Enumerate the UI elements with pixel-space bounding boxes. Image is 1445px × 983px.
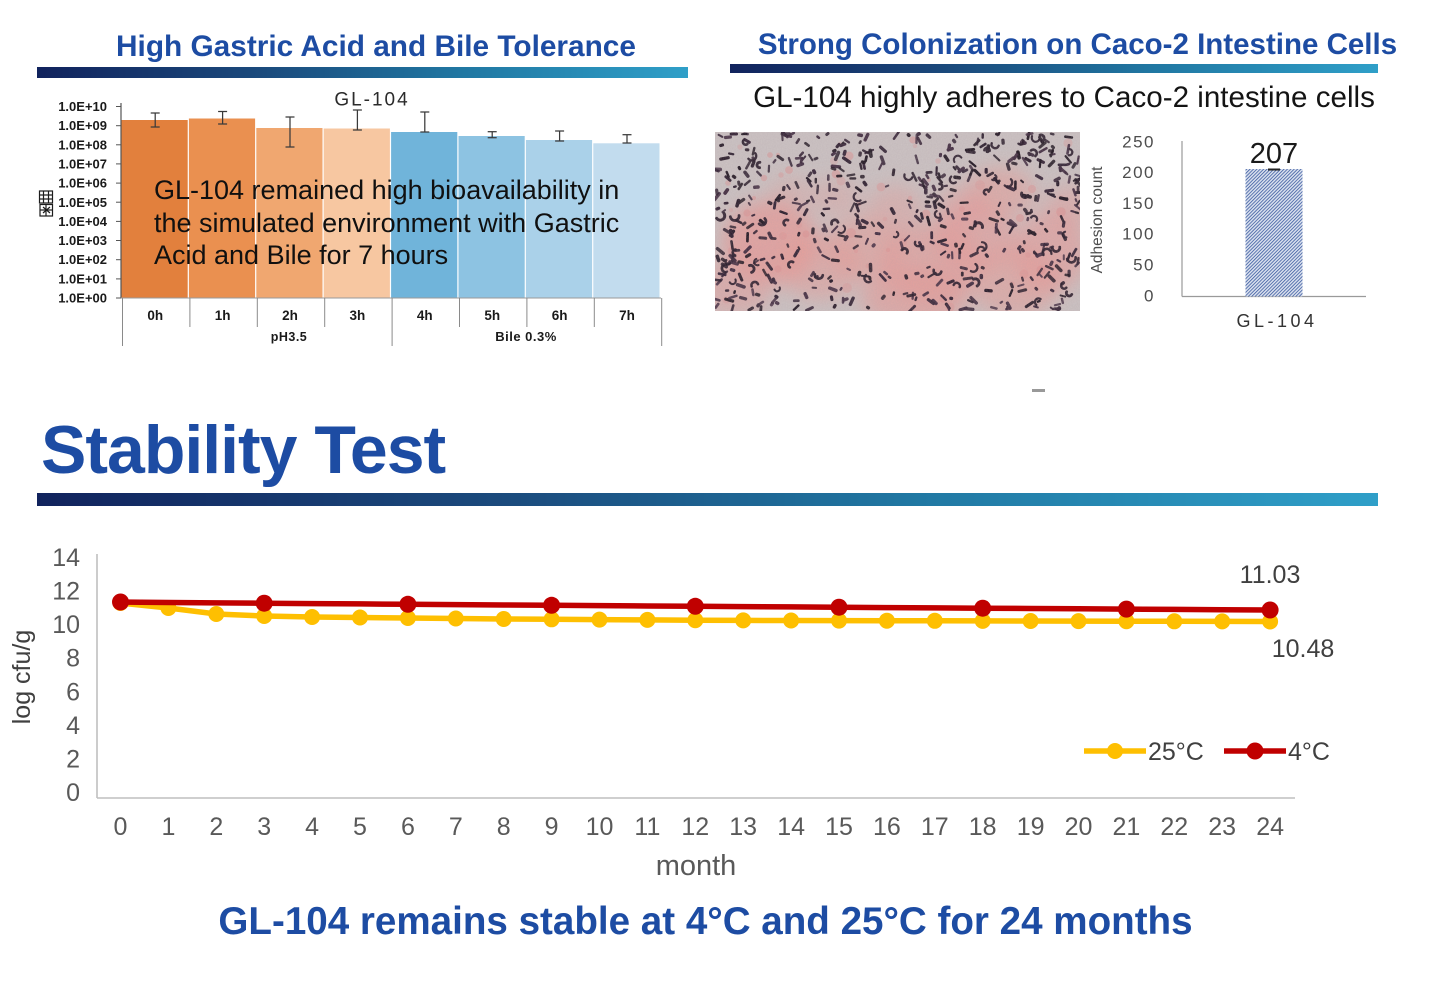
svg-text:4h: 4h	[417, 308, 433, 323]
svg-text:10: 10	[586, 813, 614, 841]
svg-text:2: 2	[209, 813, 223, 841]
svg-text:7: 7	[449, 813, 463, 841]
svg-text:14: 14	[777, 813, 805, 841]
svg-text:1.0E+07: 1.0E+07	[58, 156, 107, 171]
svg-text:25°C: 25°C	[1148, 738, 1204, 766]
svg-text:12: 12	[681, 813, 709, 841]
svg-text:1.0E+01: 1.0E+01	[58, 271, 107, 286]
svg-text:log cfu/g: log cfu/g	[10, 630, 36, 725]
svg-text:5h: 5h	[484, 308, 500, 323]
svg-text:2: 2	[66, 745, 80, 773]
svg-text:21: 21	[1112, 813, 1140, 841]
svg-text:1.0E+09: 1.0E+09	[58, 118, 107, 133]
svg-text:200: 200	[1122, 163, 1155, 182]
svg-text:4°C: 4°C	[1288, 738, 1330, 766]
svg-text:50: 50	[1133, 256, 1155, 275]
svg-text:2h: 2h	[282, 308, 298, 323]
svg-text:GL-104: GL-104	[1236, 311, 1317, 331]
svg-text:7h: 7h	[619, 308, 635, 323]
svg-text:8: 8	[497, 813, 511, 841]
svg-text:0: 0	[1144, 286, 1155, 305]
svg-text:6h: 6h	[552, 308, 568, 323]
svg-text:Bile 0.3%: Bile 0.3%	[495, 329, 557, 344]
svg-text:1.0E+06: 1.0E+06	[58, 176, 107, 191]
svg-text:150: 150	[1122, 194, 1155, 213]
svg-text:17: 17	[921, 813, 949, 841]
svg-text:Adhesion count: Adhesion count	[1089, 166, 1106, 274]
svg-text:13: 13	[729, 813, 757, 841]
svg-text:9: 9	[545, 813, 559, 841]
svg-text:4: 4	[66, 712, 80, 740]
svg-text:1.0E+10: 1.0E+10	[58, 99, 107, 114]
svg-text:19: 19	[1017, 813, 1045, 841]
svg-text:24: 24	[1256, 813, 1284, 841]
svg-text:8: 8	[66, 645, 80, 673]
svg-text:pH3.5: pH3.5	[271, 330, 308, 344]
svg-text:10: 10	[52, 611, 80, 639]
svg-text:10.48: 10.48	[1272, 635, 1335, 663]
svg-text:0: 0	[114, 813, 128, 841]
svg-text:6: 6	[401, 813, 415, 841]
svg-text:GL-104: GL-104	[334, 90, 409, 111]
svg-text:0h: 0h	[147, 308, 163, 323]
svg-text:6: 6	[66, 678, 80, 706]
svg-text:0: 0	[66, 779, 80, 807]
svg-text:18: 18	[969, 813, 997, 841]
svg-text:14: 14	[52, 544, 80, 572]
svg-text:11.03: 11.03	[1240, 561, 1301, 589]
svg-text:22: 22	[1160, 813, 1188, 841]
svg-text:15: 15	[825, 813, 853, 841]
svg-text:3h: 3h	[350, 308, 366, 323]
svg-text:12: 12	[52, 578, 80, 606]
svg-text:3: 3	[257, 813, 271, 841]
svg-text:20: 20	[1065, 813, 1093, 841]
svg-text:250: 250	[1122, 132, 1155, 151]
svg-text:month: month	[656, 850, 737, 882]
svg-text:1.0E+04: 1.0E+04	[58, 214, 108, 229]
svg-text:207: 207	[1250, 138, 1298, 170]
svg-text:16: 16	[873, 813, 901, 841]
svg-text:1.0E+05: 1.0E+05	[58, 195, 107, 210]
svg-text:1.0E+03: 1.0E+03	[58, 233, 107, 248]
svg-text:11: 11	[634, 813, 660, 841]
svg-text:4: 4	[305, 813, 319, 841]
svg-text:1h: 1h	[215, 308, 231, 323]
svg-text:1.0E+08: 1.0E+08	[58, 137, 107, 152]
svg-text:1: 1	[161, 813, 175, 841]
svg-text:100: 100	[1122, 225, 1155, 244]
svg-text:5: 5	[353, 813, 367, 841]
svg-text:23: 23	[1208, 813, 1236, 841]
svg-text:1.0E+00: 1.0E+00	[58, 291, 107, 306]
svg-text:1.0E+02: 1.0E+02	[58, 252, 107, 267]
